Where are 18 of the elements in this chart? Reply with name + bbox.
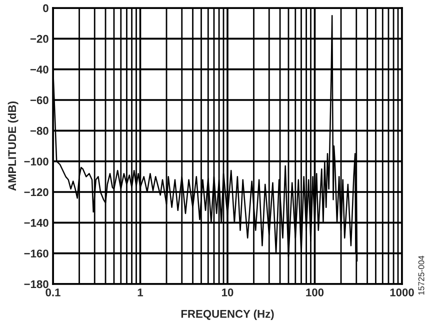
y-tick-label: −40 [30,66,48,74]
y-axis-title: AMPLITUDE (dB) [8,101,18,191]
x-tick-label: 0.1 [46,288,60,296]
y-tick-label: 0 [43,4,48,12]
y-tick-label: −120 [24,188,48,196]
x-tick-label: 1 [138,288,144,296]
y-tick-label: −100 [24,158,48,166]
x-tick-label: 100 [306,288,324,296]
y-tick-label: −140 [24,218,48,227]
x-tick-label: 1000 [390,288,414,296]
y-tick-label: −80 [30,126,48,135]
y-tick-label: −180 [24,280,48,288]
x-tick-label: 10 [222,288,234,296]
y-tick-label: −60 [30,96,48,104]
y-tick-label: −160 [24,250,48,258]
x-axis-title: FREQUENCY (Hz) [181,310,274,320]
y-tick-label: −20 [30,34,48,43]
text: 15725-004 [418,256,424,295]
